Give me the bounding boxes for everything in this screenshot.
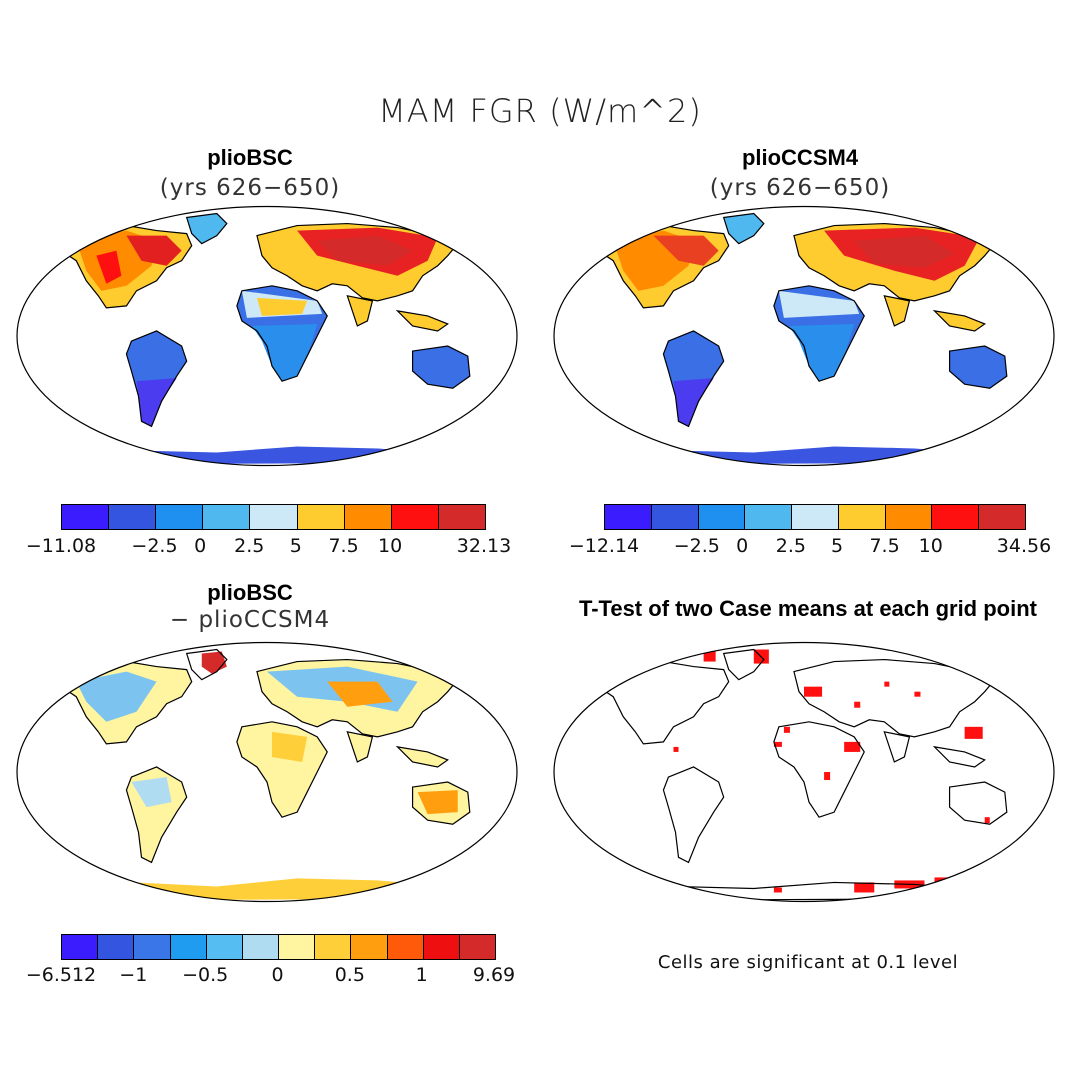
colorbar-cell: [134, 935, 171, 959]
colorbar-tick-label: 0: [194, 535, 207, 557]
colorbar-cell: [792, 505, 839, 529]
panel-title-top-right: plioCCSM4: [741, 145, 859, 170]
colorbar-tick-label: 2.5: [775, 535, 806, 557]
colorbar-cell: [423, 935, 460, 959]
colorbar-cell: [344, 505, 392, 529]
colorbar-labels-top-left: −11.08 −2.5 0 2.5 5 7.5 10 32.13: [26, 535, 511, 561]
colorbar-cell: [315, 935, 352, 959]
colorbar-tick-label: 5: [831, 535, 844, 557]
colorbar-cell: [605, 505, 652, 529]
panel-subtitle-top-right: (yrs 626−650): [709, 175, 891, 201]
colorbar-tick-label: −1: [119, 964, 148, 986]
colorbar-tick-label: 5: [289, 535, 302, 557]
colorbar-labels-bottom-left: −6.512 −1 −0.5 0 0.5 1 9.69: [26, 964, 515, 990]
colorbar-tick-label: −11.08: [25, 535, 97, 557]
colorbar-cell: [250, 505, 298, 529]
map-plioBSC: [16, 205, 518, 467]
colorbar-tick-label: 0: [271, 964, 284, 986]
colorbar-cell: [932, 505, 980, 529]
colorbar-bottom-left: [61, 934, 496, 960]
colorbar-cell: [170, 935, 207, 959]
main-title: MAM FGR (W/m^2): [378, 92, 702, 130]
colorbar-tick-label: −6.512: [25, 964, 97, 986]
colorbar-cell: [279, 935, 316, 959]
colorbar-cell: [98, 935, 135, 959]
colorbar-tick-label: −2.5: [131, 535, 178, 557]
colorbar-cell: [156, 505, 204, 529]
map-ttest-significance: [553, 641, 1055, 903]
colorbar-tick-label: 1: [415, 964, 428, 986]
map-plioCCSM4: [553, 205, 1055, 467]
colorbar-tick-label: 32.13: [456, 535, 512, 557]
colorbar-cell: [297, 505, 345, 529]
colorbar-top-right: [604, 504, 1026, 530]
colorbar-tick-label: 2.5: [234, 535, 265, 557]
colorbar-top-left: [61, 504, 486, 530]
colorbar-cell: [698, 505, 746, 529]
colorbar-cell: [838, 505, 886, 529]
colorbar-cell: [62, 505, 110, 529]
colorbar-tick-label: −0.5: [182, 964, 229, 986]
colorbar-cell: [203, 505, 251, 529]
panel-subtitle-top-left: (yrs 626−650): [159, 175, 341, 201]
panel-subtitle-bottom-left: − plioCCSM4: [169, 607, 331, 633]
colorbar-cell: [206, 935, 243, 959]
colorbar-tick-label: 0: [736, 535, 749, 557]
map-difference: [16, 641, 518, 903]
colorbar-tick-label: 7.5: [328, 535, 359, 557]
panel-title-bottom-left: plioBSC: [207, 580, 293, 605]
colorbar-tick-label: 9.69: [472, 964, 516, 986]
colorbar-cell: [979, 505, 1026, 529]
colorbar-tick-label: 10: [378, 535, 403, 557]
significance-note: Cells are significant at 0.1 level: [657, 952, 959, 973]
colorbar-cell: [651, 505, 699, 529]
colorbar-cell: [438, 505, 485, 529]
colorbar-cell: [745, 505, 793, 529]
colorbar-tick-label: 7.5: [869, 535, 900, 557]
panel-title-top-left: plioBSC: [207, 145, 293, 170]
colorbar-cell: [885, 505, 933, 529]
colorbar-cell: [351, 935, 388, 959]
colorbar-cell: [62, 935, 99, 959]
colorbar-tick-label: 34.56: [996, 535, 1052, 557]
colorbar-tick-label: 0.5: [334, 964, 365, 986]
colorbar-tick-label: −2.5: [673, 535, 720, 557]
colorbar-cell: [387, 935, 424, 959]
colorbar-cell: [391, 505, 439, 529]
panel-title-bottom-right: T-Test of two Case means at each grid po…: [578, 596, 1037, 621]
colorbar-cell: [242, 935, 280, 959]
colorbar-tick-label: −12.14: [568, 535, 640, 557]
colorbar-cell: [109, 505, 157, 529]
colorbar-tick-label: 10: [918, 535, 943, 557]
colorbar-cell: [459, 935, 496, 959]
colorbar-labels-top-right: −12.14 −2.5 0 2.5 5 7.5 10 34.56: [569, 535, 1051, 561]
